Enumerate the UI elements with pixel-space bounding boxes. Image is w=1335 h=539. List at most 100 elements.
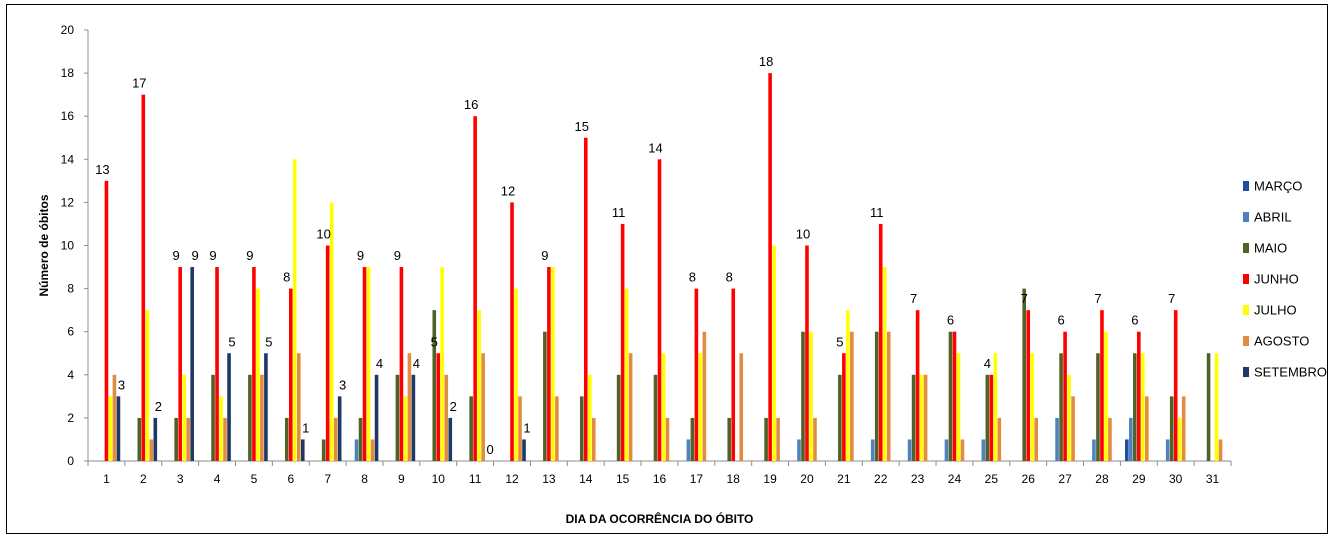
x-tick-label: 18 <box>727 472 741 486</box>
x-tick-label: 6 <box>287 472 294 486</box>
bar-julho-25 <box>993 353 998 461</box>
legend-label-junho: JUNHO <box>1254 272 1299 287</box>
data-label-junho: 9 <box>394 248 401 263</box>
x-tick-label: 10 <box>432 472 446 486</box>
x-tick-label: 13 <box>542 472 556 486</box>
legend-swatch-março <box>1243 181 1249 191</box>
data-label-setembro: 3 <box>118 377 125 392</box>
bar-agosto-17 <box>702 331 707 461</box>
bar-julho-12 <box>514 288 518 461</box>
legend-swatch-julho <box>1243 305 1249 315</box>
bar-junho-25 <box>989 374 994 461</box>
bar-agosto-26 <box>1034 417 1039 461</box>
y-tick-label: 8 <box>67 282 74 296</box>
bar-maio-16 <box>653 374 658 461</box>
x-tick-label: 4 <box>214 472 221 486</box>
bar-julho-11 <box>477 310 481 461</box>
data-label-junho: 6 <box>947 313 954 328</box>
bar-setembro-1 <box>116 396 121 461</box>
bar-setembro-6 <box>300 439 305 461</box>
y-tick-label: 14 <box>61 152 75 166</box>
bar-junho-9 <box>399 267 404 461</box>
x-tick-label: 7 <box>324 472 331 486</box>
bar-setembro-5 <box>264 353 268 461</box>
bar-maio-6 <box>284 417 289 461</box>
bar-abril-29 <box>1129 417 1133 461</box>
bar-junho-30 <box>1173 310 1178 461</box>
bar-julho-3 <box>182 374 186 461</box>
bar-agosto-12 <box>518 396 522 461</box>
bar-abril-24 <box>944 439 949 461</box>
bar-junho-17 <box>694 288 699 461</box>
bar-setembro-12 <box>522 439 526 461</box>
data-label-junho: 4 <box>984 356 991 371</box>
bar-maio-7 <box>321 439 326 461</box>
bar-agosto-14 <box>591 417 596 461</box>
bar-maio-22 <box>874 331 879 461</box>
x-tick-label: 12 <box>505 472 519 486</box>
y-tick-label: 12 <box>61 195 75 209</box>
bar-abril-23 <box>907 439 912 461</box>
bar-junho-12 <box>510 202 514 461</box>
bar-julho-28 <box>1104 331 1108 461</box>
bar-junho-8 <box>362 267 367 461</box>
bar-agosto-19 <box>776 417 780 461</box>
bar-junho-1 <box>104 180 109 461</box>
data-label-junho: 8 <box>689 270 696 285</box>
bar-junho-13 <box>547 267 551 461</box>
bar-agosto-25 <box>997 417 1002 461</box>
bar-maio-17 <box>690 417 695 461</box>
bar-junho-16 <box>657 159 662 462</box>
bar-maio-29 <box>1133 353 1137 461</box>
data-label-setembro: 2 <box>450 399 457 414</box>
y-tick-label: 2 <box>67 411 74 425</box>
bar-junho-10 <box>436 353 441 461</box>
data-label-setembro: 4 <box>376 356 383 371</box>
legend-swatch-junho <box>1243 274 1249 284</box>
y-tick-label: 16 <box>61 109 75 123</box>
bar-junho-27 <box>1063 331 1067 461</box>
bar-junho-14 <box>583 137 588 461</box>
x-tick-label: 9 <box>398 472 405 486</box>
bar-julho-2 <box>145 310 150 461</box>
data-label-junho: 8 <box>726 270 733 285</box>
x-tick-label: 5 <box>251 472 258 486</box>
legend-swatch-abril <box>1243 212 1249 222</box>
data-label-setembro: 1 <box>302 420 309 435</box>
data-label-junho: 15 <box>575 119 589 134</box>
data-label-setembro: 3 <box>339 377 346 392</box>
data-label-setembro: 4 <box>413 356 420 371</box>
bar-agosto-4 <box>223 417 227 461</box>
bar-junho-28 <box>1100 310 1104 461</box>
legend-swatch-setembro <box>1243 367 1249 377</box>
data-label-junho: 6 <box>1131 313 1138 328</box>
bar-agosto-6 <box>296 353 301 461</box>
bar-agosto-2 <box>149 439 154 461</box>
bar-junho-19 <box>768 73 772 461</box>
bar-julho-26 <box>1030 353 1035 461</box>
legend-swatch-agosto <box>1243 336 1249 346</box>
bar-maio-30 <box>1169 396 1174 461</box>
x-tick-label: 28 <box>1095 472 1109 486</box>
data-label-junho: 8 <box>283 270 290 285</box>
bar-maio-27 <box>1059 353 1063 461</box>
data-label-junho: 7 <box>1021 291 1028 306</box>
bar-agosto-20 <box>813 417 817 461</box>
bar-julho-20 <box>809 331 813 461</box>
bar-agosto-23 <box>923 374 928 461</box>
bar-agosto-11 <box>481 353 485 461</box>
bar-setembro-4 <box>227 353 231 461</box>
bar-maio-8 <box>358 417 363 461</box>
data-label-junho: 9 <box>209 248 216 263</box>
bar-julho-17 <box>698 353 703 461</box>
data-label-setembro: 9 <box>192 248 199 263</box>
bar-junho-3 <box>178 267 182 461</box>
bar-junho-24 <box>952 331 957 461</box>
bar-julho-29 <box>1141 353 1145 461</box>
bar-julho-24 <box>956 353 961 461</box>
data-label-junho: 9 <box>173 248 180 263</box>
x-tick-label: 19 <box>763 472 777 486</box>
bar-maio-10 <box>432 310 437 461</box>
bar-maio-31 <box>1206 353 1211 461</box>
